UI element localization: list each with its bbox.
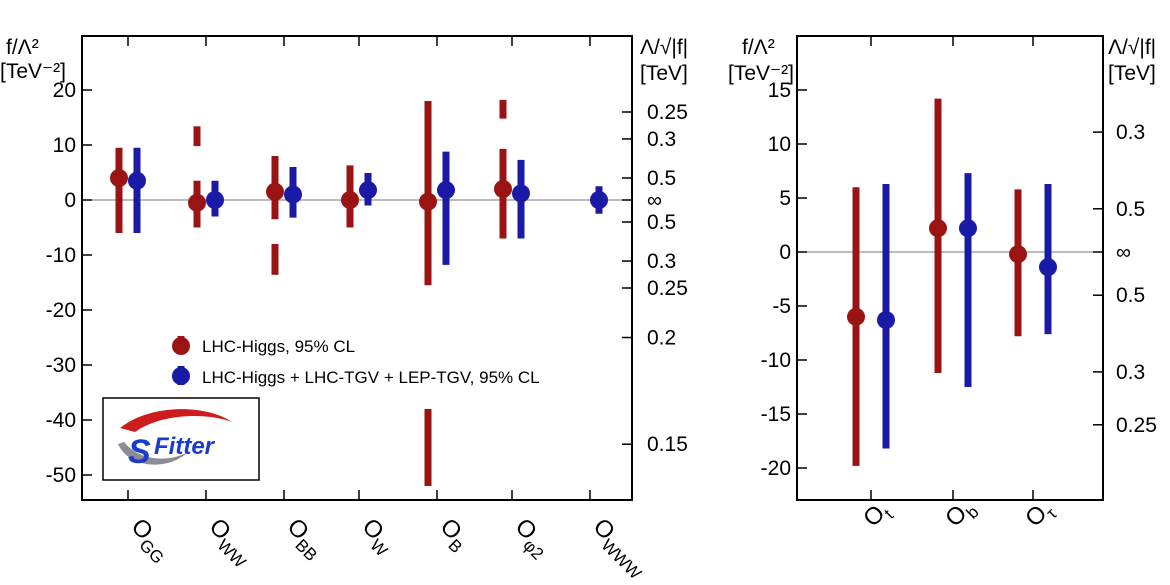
right-plot-frame <box>796 35 1104 501</box>
y-tick-label: -10 <box>761 349 791 372</box>
y-tick-label: 15 <box>768 79 791 102</box>
legend-marker-red <box>172 337 190 355</box>
left-ylabel-line1: f/Λ² <box>6 36 39 59</box>
data-point <box>437 181 455 200</box>
category-label: Oτ <box>1020 495 1061 536</box>
category-label-base: O <box>858 500 890 532</box>
right-ylabel-line2: [TeV⁻²] <box>728 62 794 85</box>
data-point <box>206 191 224 209</box>
category-label-sub: WWW <box>597 536 644 583</box>
y-tick-label: -50 <box>46 464 76 487</box>
category-label: OWWW <box>584 513 654 583</box>
left-right-ylabel-line1: Λ/√|f| <box>640 36 688 59</box>
logo-swoosh-red <box>120 409 232 432</box>
data-point <box>494 180 512 198</box>
category-label: OBB <box>278 513 330 565</box>
data-point <box>877 311 895 330</box>
legend-label-red: LHC-Higgs, 95% CL <box>202 337 355 356</box>
data-point <box>590 191 608 209</box>
data-point <box>1009 245 1027 264</box>
data-point <box>188 193 206 212</box>
legend: LHC-Higgs, 95% CL LHC-Higgs + LHC-TGV + … <box>172 336 540 387</box>
right-ylabel-line1: f/Λ² <box>742 36 775 59</box>
data-point <box>929 219 947 238</box>
logo-box <box>102 397 260 481</box>
y-tick-label: 10 <box>53 134 76 157</box>
left-plot-frame <box>81 35 633 501</box>
left-right-ylabel-line2: [TeV] <box>640 62 688 85</box>
data-point <box>266 182 284 201</box>
data-point <box>359 181 377 200</box>
category-label: Ot <box>858 496 897 535</box>
category-label: Oφ2 <box>506 513 556 563</box>
right-y-tick-label: 0.25 <box>647 101 688 124</box>
data-point <box>284 185 302 204</box>
left-panel: 20 10 0 -10 -20 -30 -40 -50 0.25 0.3 0.5∞0.5 0.3 0.2… <box>0 35 688 583</box>
right-y-tick-label: 0.3 <box>647 250 676 273</box>
right-y-tick-label: 0.3 <box>1116 361 1145 384</box>
legend-label-blue: LHC-Higgs + LHC-TGV + LEP-TGV, 95% CL <box>202 368 540 387</box>
right-y-tick-label: 0.3 <box>647 128 676 151</box>
y-tick-label: -10 <box>46 244 76 267</box>
y-tick-label: 5 <box>779 187 791 210</box>
y-tick-label: -40 <box>46 409 76 432</box>
right-y-tick-label: 0.5 <box>1116 284 1145 307</box>
logo-s-glyph: S <box>128 433 151 471</box>
legend-entry-combined: LHC-Higgs + LHC-TGV + LEP-TGV, 95% CL <box>172 366 540 387</box>
data-point <box>341 191 359 209</box>
right-y-tick-label: 0.5 <box>647 167 676 190</box>
category-label: OW <box>353 513 400 560</box>
right-y-tick-label: ∞ <box>647 189 662 212</box>
y-tick-label: -20 <box>761 457 791 480</box>
logo-swoosh-gray <box>118 442 188 465</box>
right-y-tick-label: 0.3 <box>1116 121 1145 144</box>
left-ylabel-line2: [TeV⁻²] <box>0 60 66 83</box>
legend-marker-blue <box>172 367 190 385</box>
data-point <box>959 219 977 238</box>
data-point <box>847 307 865 326</box>
right-y-tick-label: 0.15 <box>647 433 688 456</box>
data-point <box>110 169 128 187</box>
logo-word: Fitter <box>154 433 216 460</box>
data-point <box>512 184 530 203</box>
y-tick-label: -5 <box>772 295 791 318</box>
y-tick-label: -15 <box>761 403 791 426</box>
right-y-tick-label: 0.5 <box>1116 198 1145 221</box>
data-point <box>1039 258 1057 277</box>
y-tick-label: 20 <box>53 79 76 102</box>
right-y-tick-label: 0.5 <box>647 211 676 234</box>
y-tick-label: -20 <box>46 299 76 322</box>
sfitter-logo: S Fitter <box>102 397 260 481</box>
y-tick-label: 0 <box>779 241 791 264</box>
category-label: OWW <box>200 513 259 572</box>
right-y-tick-label: 0.2 <box>647 327 676 350</box>
right-right-ylabel-line1: Λ/√|f| <box>1108 36 1156 59</box>
data-point <box>128 171 146 190</box>
legend-entry-lhc-higgs: LHC-Higgs, 95% CL <box>172 336 355 356</box>
y-tick-label: 0 <box>64 189 76 212</box>
right-y-tick-label: 0.25 <box>1116 414 1157 437</box>
category-label: OB <box>431 513 475 557</box>
data-point <box>419 192 437 211</box>
y-tick-label: -30 <box>46 354 76 377</box>
category-label: OGG <box>122 513 177 568</box>
y-tick-label: 10 <box>768 133 791 156</box>
right-right-ylabel-line2: [TeV] <box>1108 62 1156 85</box>
right-y-tick-label: 0.25 <box>647 277 688 300</box>
right-y-tick-label: ∞ <box>1116 241 1131 264</box>
